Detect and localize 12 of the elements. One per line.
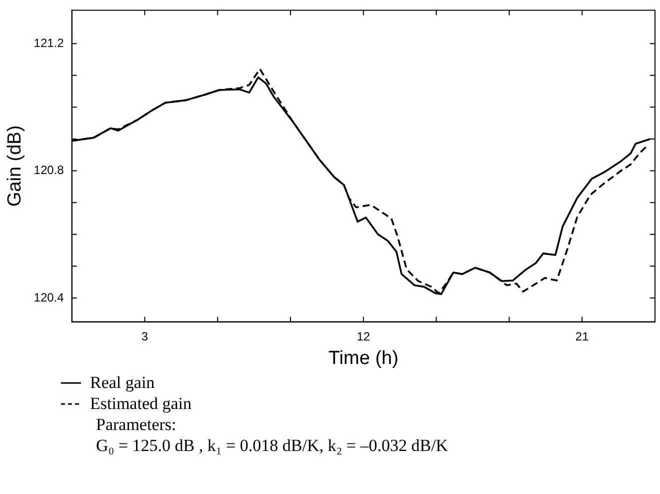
x-tick-label: 3 [141,329,148,344]
x-tick-label: 21 [575,329,590,344]
y-axis-title: Gain (dB) [4,125,26,207]
text: G₀ = 125.0 dB , k₁ = 0.018 dB/K, k₂ = –0.032 dB/K [96,435,448,456]
text: Parameters: [96,414,178,435]
y-tick-label: 121.2 [34,36,64,50]
x-tick-label: 12 [356,329,370,344]
legend-label: Estimated gain [90,393,192,414]
legend-label: Real gain [90,372,155,393]
x-axis-title: Time (h) [328,348,398,369]
y-tick-label: 120.8 [34,163,64,178]
y-tick-label: 120.4 [34,290,64,304]
